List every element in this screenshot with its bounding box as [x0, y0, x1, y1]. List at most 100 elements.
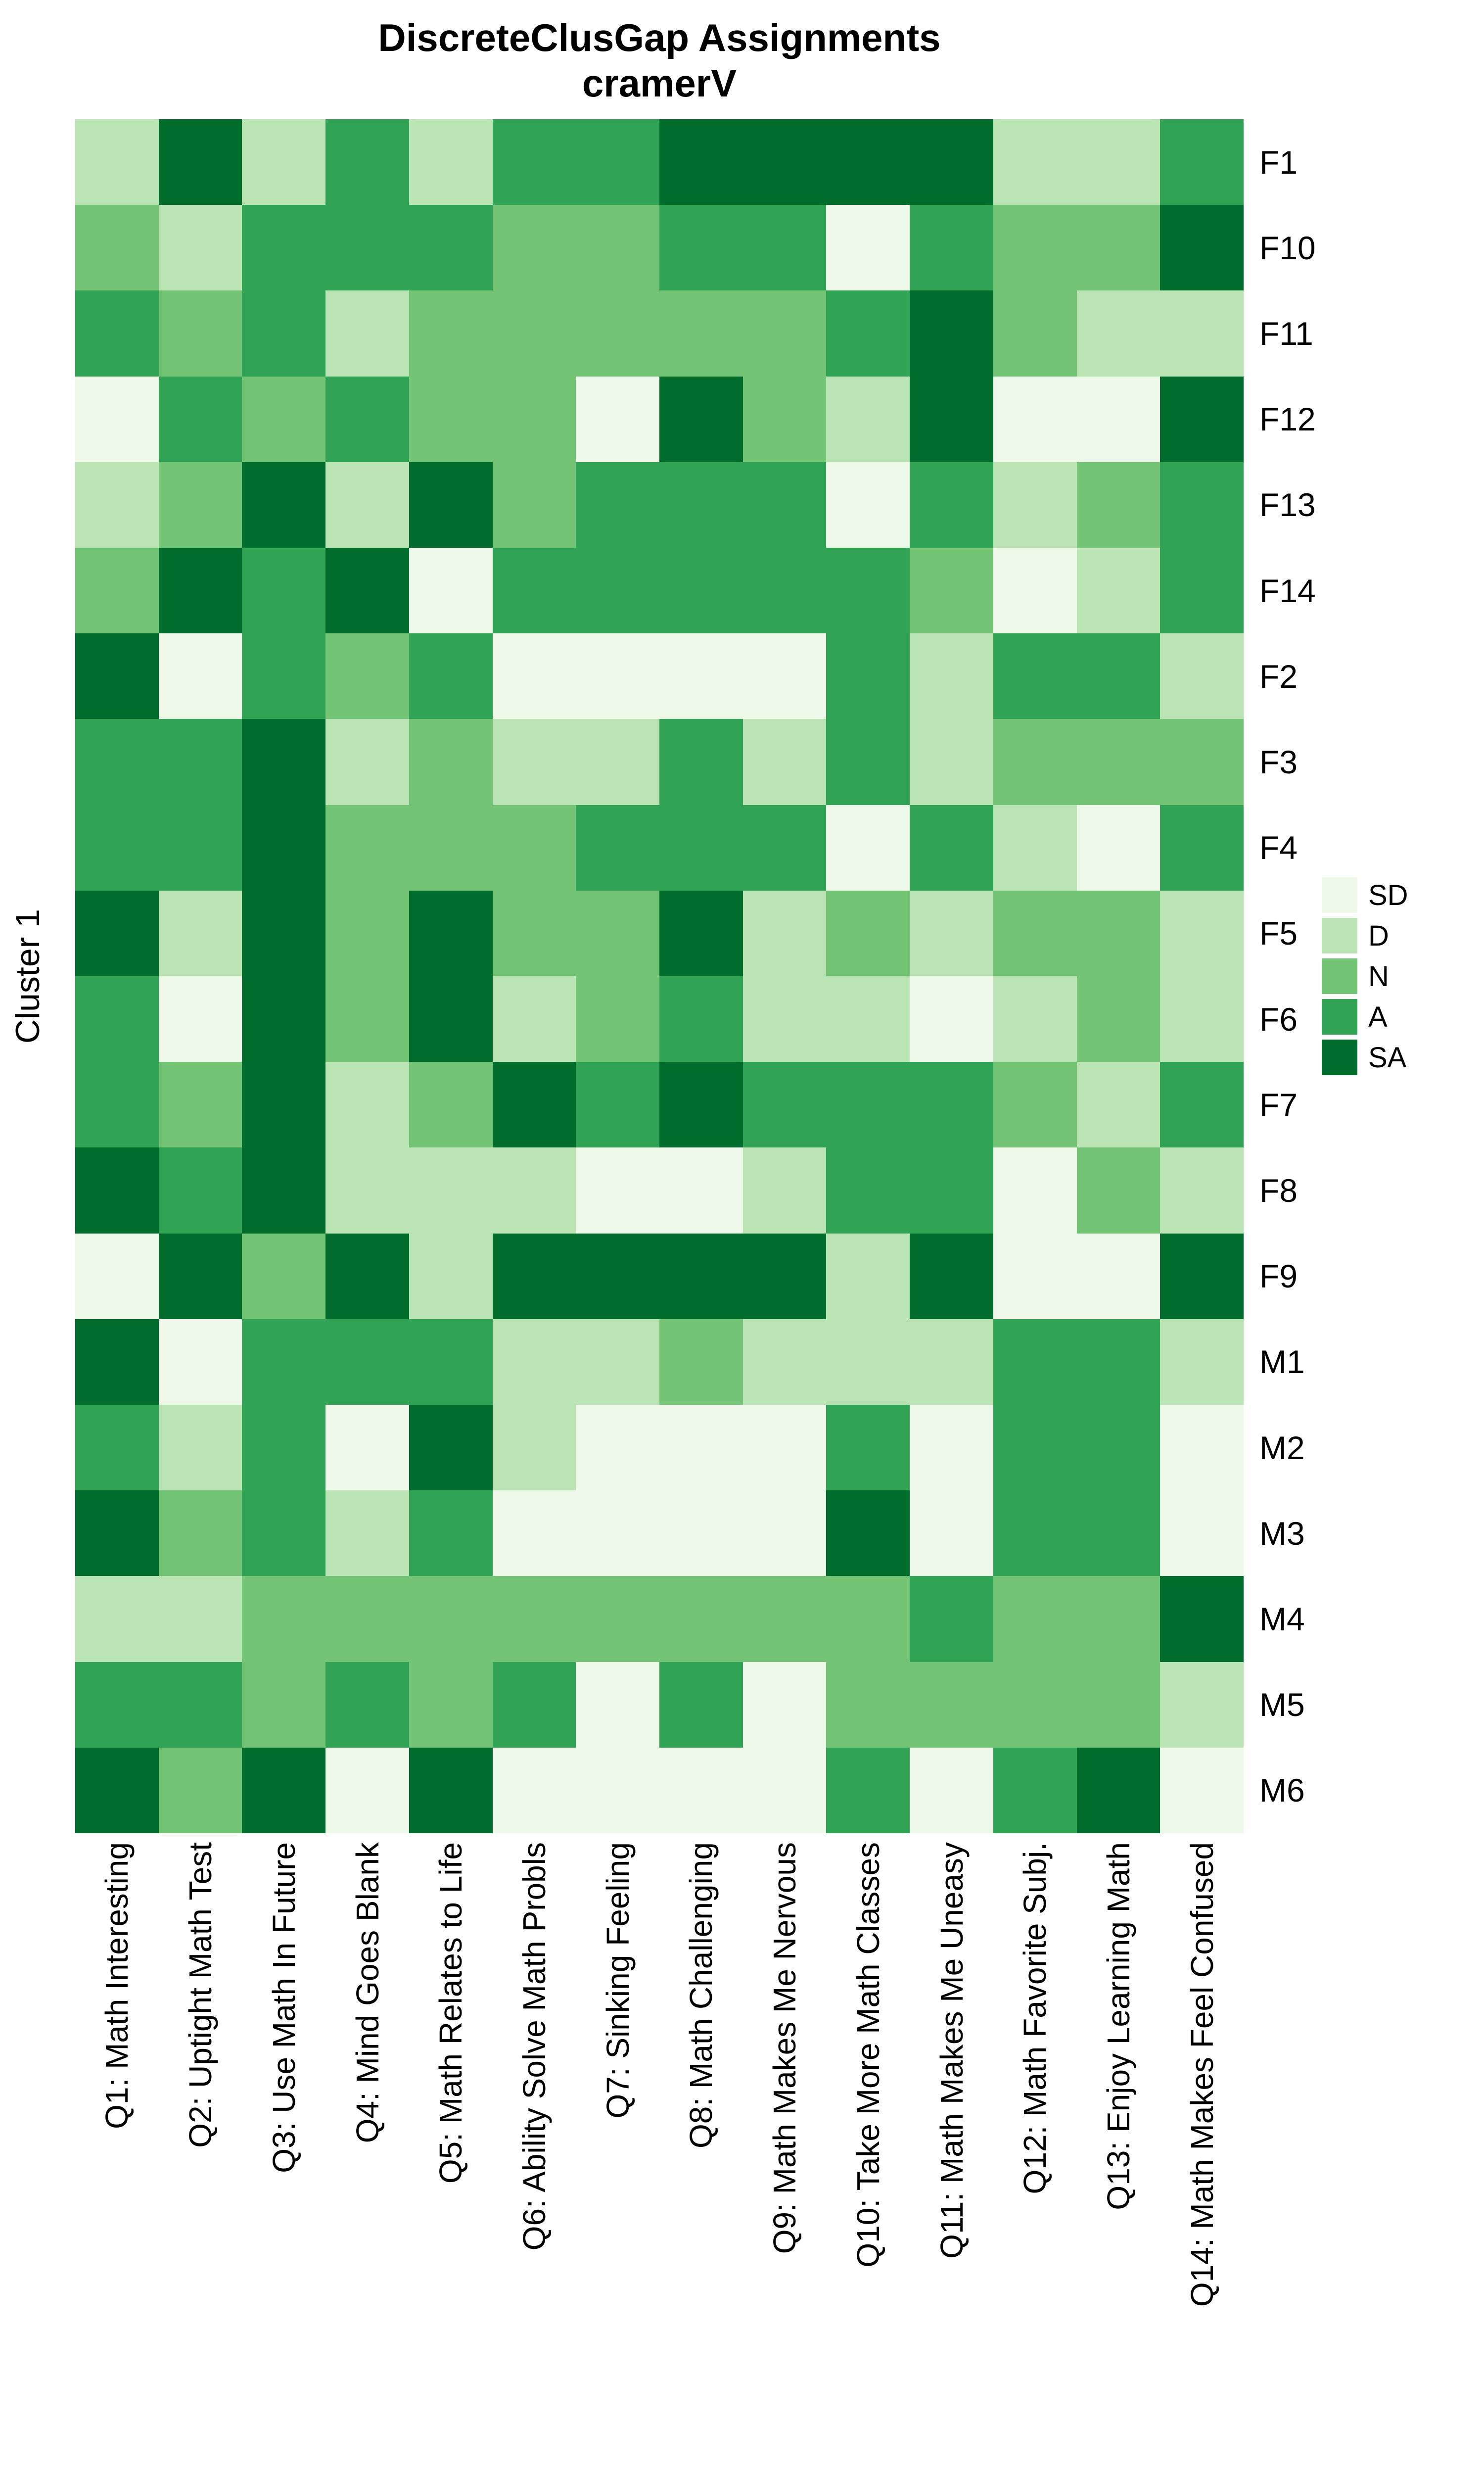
heatmap-cell — [242, 719, 326, 805]
heatmap-cell — [492, 290, 576, 377]
heatmap-cell — [576, 376, 659, 462]
heatmap-cell — [325, 719, 409, 805]
heatmap-cell — [659, 1662, 743, 1748]
row-label: F9 — [1259, 1258, 1298, 1295]
heatmap-cell — [158, 290, 242, 377]
heatmap-cell — [826, 1404, 910, 1491]
heatmap-cell — [742, 119, 827, 205]
heatmap-cell — [910, 1490, 993, 1576]
column-label: Q3: Use Math In Future — [242, 1842, 325, 2471]
column-label-text: Q3: Use Math In Future — [266, 1842, 302, 2173]
heatmap-cell — [659, 1319, 743, 1405]
heatmap-cell — [826, 1233, 910, 1319]
heatmap-cell — [1160, 462, 1244, 548]
heatmap-cell — [659, 890, 743, 976]
legend-swatch — [1322, 958, 1357, 994]
column-label-text: Q13: Enjoy Learning Math — [1100, 1842, 1136, 2210]
heatmap-cell — [993, 290, 1077, 377]
heatmap-cell — [242, 976, 326, 1062]
heatmap-cell — [158, 205, 242, 291]
heatmap-cell — [325, 890, 409, 976]
heatmap-cell — [75, 976, 159, 1062]
heatmap-cell — [742, 719, 827, 805]
heatmap-cell — [742, 805, 827, 891]
legend-entry: SD — [1322, 877, 1408, 913]
heatmap-cell — [910, 462, 993, 548]
heatmap-cell — [576, 719, 659, 805]
heatmap-cell — [75, 1062, 159, 1148]
heatmap-cell — [1076, 1062, 1160, 1148]
heatmap-cell — [492, 462, 576, 548]
heatmap-cell — [826, 1147, 910, 1234]
heatmap-cell — [409, 1747, 493, 1833]
heatmap-cell — [659, 1404, 743, 1491]
column-label-text: Q14: Math Makes Feel Confused — [1184, 1842, 1220, 2307]
heatmap-cell — [158, 462, 242, 548]
heatmap-cell — [910, 1662, 993, 1748]
heatmap-cell — [158, 1147, 242, 1234]
row-label: M6 — [1259, 1772, 1305, 1809]
heatmap-cell — [1160, 376, 1244, 462]
heatmap-cell — [993, 1233, 1077, 1319]
heatmap-cell — [742, 1490, 827, 1576]
heatmap-cell — [242, 376, 326, 462]
heatmap-cell — [158, 376, 242, 462]
row-label: M4 — [1259, 1601, 1305, 1638]
column-label-text: Q4: Mind Goes Blank — [349, 1842, 385, 2143]
heatmap-cell — [826, 976, 910, 1062]
heatmap-cell — [576, 633, 659, 719]
heatmap-cell — [325, 976, 409, 1062]
chart-title-line2: cramerV — [582, 61, 737, 105]
heatmap-cell — [993, 1490, 1077, 1576]
heatmap-cell — [910, 1147, 993, 1234]
heatmap-cell — [1160, 290, 1244, 377]
heatmap-cell — [1160, 805, 1244, 891]
heatmap-cell — [742, 1747, 827, 1833]
heatmap-cell — [1076, 462, 1160, 548]
heatmap-cell — [1160, 205, 1244, 291]
heatmap-cell — [492, 719, 576, 805]
heatmap-cell — [158, 1319, 242, 1405]
column-label-text: Q1: Math Interesting — [99, 1842, 135, 2129]
row-label: F7 — [1259, 1086, 1298, 1123]
heatmap-cell — [576, 1147, 659, 1234]
heatmap-cell — [742, 1404, 827, 1491]
heatmap-cell — [576, 547, 659, 634]
heatmap-cell — [576, 1490, 659, 1576]
heatmap-cell — [1076, 976, 1160, 1062]
heatmap-cell — [409, 1490, 493, 1576]
legend-entry: D — [1322, 918, 1408, 953]
heatmap-cell — [409, 1233, 493, 1319]
heatmap-cell — [910, 547, 993, 634]
heatmap-cell — [325, 1319, 409, 1405]
y-axis-label: Cluster 1 — [9, 119, 46, 1833]
heatmap-cell — [742, 290, 827, 377]
heatmap-cell — [492, 547, 576, 634]
heatmap-cell — [75, 719, 159, 805]
heatmap-cell — [75, 805, 159, 891]
heatmap-cell — [993, 719, 1077, 805]
heatmap-cell — [492, 1662, 576, 1748]
heatmap-cell — [742, 890, 827, 976]
heatmap-cell — [659, 1490, 743, 1576]
column-label-text: Q12: Math Favorite Subj. — [1017, 1842, 1053, 2194]
column-label: Q14: Math Makes Feel Confused — [1160, 1842, 1244, 2471]
heatmap-cell — [242, 890, 326, 976]
heatmap-cell — [1160, 890, 1244, 976]
column-label-text: Q8: Math Challenging — [683, 1842, 719, 2149]
heatmap-cell — [492, 1576, 576, 1662]
heatmap-cell — [742, 1662, 827, 1748]
heatmap-cell — [1076, 1319, 1160, 1405]
heatmap-cell — [993, 890, 1077, 976]
row-label: M3 — [1259, 1515, 1305, 1552]
heatmap-cell — [910, 290, 993, 377]
heatmap-cell — [576, 1062, 659, 1148]
heatmap-cell — [576, 290, 659, 377]
heatmap-cell — [576, 890, 659, 976]
heatmap-cell — [576, 1747, 659, 1833]
column-label: Q4: Mind Goes Blank — [325, 1842, 409, 2471]
heatmap-cell — [242, 1404, 326, 1491]
heatmap-cell — [826, 890, 910, 976]
heatmap-cell — [993, 1147, 1077, 1234]
heatmap-cell — [325, 1576, 409, 1662]
